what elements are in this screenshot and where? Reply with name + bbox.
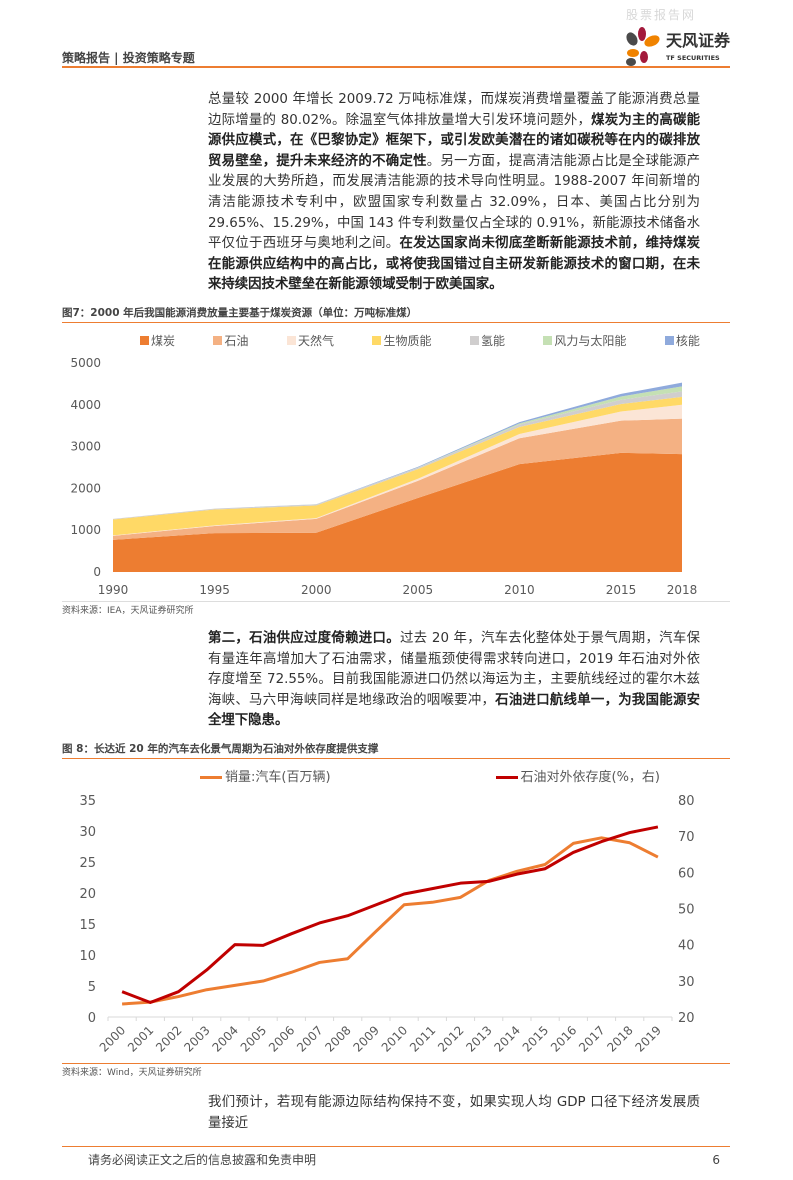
legend-item: 销量:汽车(百万辆) — [200, 769, 331, 786]
legend-swatch-icon — [287, 336, 296, 345]
y2-tick-label: 70 — [678, 830, 695, 845]
figure8-divider — [62, 758, 730, 759]
footer: 请务必阅读正文之后的信息披露和免责申明 6 — [62, 1147, 730, 1180]
x-tick-label: 1990 — [98, 583, 129, 597]
y-tick-label: 1000 — [70, 523, 101, 537]
figure7-bottom-divider — [62, 601, 730, 602]
legend-swatch-icon — [213, 336, 222, 345]
x-tick-label: 2015 — [606, 583, 637, 597]
legend-label: 销量:汽车(百万辆) — [225, 769, 331, 786]
y2-tick-label: 50 — [678, 902, 695, 917]
x-tick-label: 2000 — [97, 1023, 128, 1054]
figure8-title: 图 8：长达近 20 年的汽车去化景气周期为石油对外依存度提供支撑 — [62, 742, 730, 756]
legend-swatch-icon — [470, 336, 479, 345]
legend-swatch-icon — [665, 336, 674, 345]
legend-swatch-icon — [543, 336, 552, 345]
content: 总量较 2000 年增长 2009.72 万吨标准煤，而煤炭消费增量覆盖了能源消… — [62, 0, 730, 1180]
y2-tick-label: 80 — [678, 794, 695, 809]
y-tick-label: 25 — [79, 856, 96, 871]
legend-label: 煤炭 — [151, 333, 175, 349]
y-tick-label: 4000 — [70, 398, 101, 412]
x-tick-label: 2019 — [633, 1023, 664, 1054]
x-tick-label: 2016 — [548, 1023, 579, 1054]
legend-item: 氢能 — [470, 333, 505, 349]
x-tick-label: 2003 — [181, 1023, 212, 1054]
legend-label: 天然气 — [298, 333, 334, 349]
legend-label: 石油 — [224, 333, 248, 349]
paragraph-coal: 总量较 2000 年增长 2009.72 万吨标准煤，而煤炭消费增量覆盖了能源消… — [208, 90, 700, 296]
figure8-legend: 销量:汽车(百万辆) 石油对外依存度(%，右) — [200, 769, 660, 786]
x-tick-label: 2008 — [322, 1023, 353, 1054]
footer-disclaimer: 请务必阅读正文之后的信息披露和免责申明 — [88, 1152, 316, 1168]
legend-swatch-icon — [140, 336, 149, 345]
legend-label: 氢能 — [481, 333, 505, 349]
x-tick-label: 2018 — [604, 1023, 635, 1054]
x-tick-label: 2017 — [576, 1023, 607, 1054]
x-tick-label: 1995 — [199, 583, 230, 597]
x-tick-label: 2002 — [153, 1023, 184, 1054]
x-tick-label: 2010 — [504, 583, 535, 597]
x-tick-label: 2015 — [520, 1023, 551, 1054]
x-tick-label: 2004 — [210, 1023, 241, 1054]
paragraph-oil: 第二，石油供应过度倚赖进口。过去 20 年，汽车去化整体处于景气周期，汽车保有量… — [208, 629, 700, 732]
y2-tick-label: 40 — [678, 939, 695, 954]
legend-item: 石油 — [213, 333, 248, 349]
y-tick-label: 20 — [79, 887, 96, 902]
x-tick-label: 2006 — [266, 1023, 297, 1054]
x-tick-label: 2014 — [492, 1023, 523, 1054]
y-tick-label: 30 — [79, 825, 96, 840]
y2-tick-label: 30 — [678, 975, 695, 990]
x-tick-label: 2018 — [667, 583, 698, 597]
page-number: 6 — [712, 1152, 720, 1168]
y-tick-label: 0 — [88, 1011, 96, 1026]
legend-label: 生物质能 — [383, 333, 431, 349]
y-tick-label: 3000 — [70, 440, 101, 454]
x-tick-label: 2001 — [125, 1023, 156, 1054]
legend-label: 风力与太阳能 — [554, 333, 626, 349]
legend-item: 生物质能 — [372, 333, 431, 349]
figure7-chart: 0 1000 2000 3000 4000 5000 1990 1995 2000 2005 201… — [60, 351, 720, 601]
x-tick-label: 2005 — [238, 1023, 269, 1054]
x-tick-label: 2005 — [403, 583, 434, 597]
legend-label: 核能 — [676, 333, 700, 349]
legend-swatch-icon — [372, 336, 381, 345]
figure8-source: 资料来源：Wind，天风证券研究所 — [62, 1067, 730, 1079]
figure7-source: 资料来源：IEA，天风证券研究所 — [62, 605, 730, 617]
y-tick-label: 0 — [93, 565, 101, 579]
legend-label: 石油对外依存度(%，右) — [521, 769, 661, 786]
legend-item: 石油对外依存度(%，右) — [496, 769, 661, 786]
paragraph-forecast: 我们预计，若现有能源边际结构保持不变，如果实现人均 GDP 口径下经济发展质量接… — [208, 1093, 700, 1134]
y2-tick-label: 20 — [678, 1011, 695, 1026]
y-tick-label: 5 — [88, 980, 96, 995]
para-segment-bold: 第二，石油供应过度倚赖进口。 — [208, 631, 400, 646]
line-series-0 — [122, 838, 658, 1004]
x-tick-label: 2010 — [379, 1023, 410, 1054]
figure8-bottom-divider — [62, 1063, 730, 1064]
y-tick-label: 5000 — [70, 356, 101, 370]
y-tick-label: 15 — [79, 918, 96, 933]
figure7-legend: 煤炭 石油 天然气 生物质能 氢能 风力与太阳能 核能 — [140, 333, 700, 349]
y-tick-label: 10 — [79, 949, 96, 964]
x-tick-label: 2007 — [294, 1023, 325, 1054]
figure7-title: 图7：2000 年后我国能源消费放量主要基于煤炭资源（单位：万吨标准煤） — [62, 306, 730, 320]
figure7-divider — [62, 322, 730, 323]
x-tick-label: 2012 — [435, 1023, 466, 1054]
figure8-chart: 0 5 10 15 20 25 30 35 20 30 40 50 60 70 80 200020012002… — [60, 788, 740, 1063]
legend-item: 核能 — [665, 333, 700, 349]
legend-item: 风力与太阳能 — [543, 333, 626, 349]
x-tick-label: 2011 — [407, 1023, 438, 1054]
x-tick-label: 2009 — [351, 1023, 382, 1054]
x-tick-label: 2000 — [301, 583, 332, 597]
legend-item: 煤炭 — [140, 333, 175, 349]
y-tick-label: 35 — [79, 794, 96, 809]
y-tick-label: 2000 — [70, 481, 101, 495]
x-tick-label: 2013 — [463, 1023, 494, 1054]
legend-line-icon — [200, 776, 222, 779]
line-series-1 — [122, 827, 658, 1003]
y2-tick-label: 60 — [678, 866, 695, 881]
legend-line-icon — [496, 776, 518, 779]
legend-item: 天然气 — [287, 333, 334, 349]
